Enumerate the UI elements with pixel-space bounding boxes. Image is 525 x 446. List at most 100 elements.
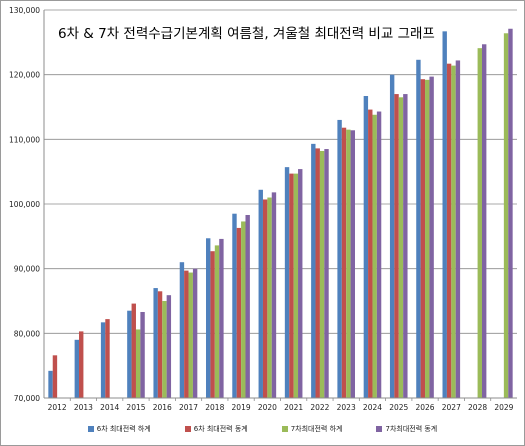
bar-2020-s0	[258, 189, 263, 398]
x-axis: 2012 2013 2014 2015 2016 2017 2018 2019 2020 2021…	[44, 397, 517, 412]
bar-2025-s2	[398, 97, 404, 399]
bar-2012-s0	[48, 370, 53, 398]
y-tick-label: 80,000	[14, 329, 40, 338]
bar-2027-s3	[455, 60, 461, 398]
bar-2020-s1	[262, 199, 268, 398]
bar-2018-s3	[219, 238, 224, 398]
bar-2014-s1	[105, 319, 110, 398]
x-tick-label: 2022	[310, 403, 329, 412]
bar-2015-s1	[131, 303, 136, 398]
bar-2017-s0	[179, 262, 185, 398]
bar-2024-s0	[363, 96, 369, 399]
bar-2018-s0	[206, 238, 211, 398]
x-tick-label: 2029	[494, 403, 513, 412]
x-tick-label: 2017	[179, 403, 198, 412]
bar-2023-s3	[350, 130, 355, 398]
y-tick-label: 130,000	[9, 6, 40, 15]
y-tick-label: 120,000	[9, 71, 40, 80]
x-tick-label: 2019	[232, 403, 251, 412]
bar-2013-s1	[79, 331, 84, 398]
bar-2024-s3	[376, 111, 382, 398]
bar-2016-s0	[153, 288, 158, 398]
x-tick-label: 2021	[284, 403, 303, 412]
x-tick-label: 2027	[442, 403, 461, 412]
bar-2023-s1	[341, 127, 347, 399]
bar-2016-s1	[157, 291, 163, 398]
x-tick-label: 2013	[74, 403, 93, 412]
bar-2026-s3	[429, 76, 434, 399]
bar-2020-s3	[271, 192, 277, 398]
bar-2026-s2	[425, 79, 430, 398]
x-tick-label: 2015	[126, 403, 145, 412]
legend-label: 6차 최대전력 동계	[193, 425, 248, 433]
bar-2022-s2	[319, 150, 325, 398]
bar-2029-s2	[503, 33, 509, 398]
y-axis: 70,000 80,000 90,000 100,000 110,000 120,000 1…	[9, 6, 45, 403]
bar-2025-s3	[403, 94, 408, 399]
x-tick-label: 2023	[337, 403, 356, 412]
bar-2020-s2	[267, 197, 272, 398]
bar-2024-s1	[368, 109, 373, 398]
bar-2027-s1	[446, 63, 452, 398]
bar-2013-s0	[74, 339, 80, 398]
x-tick-label: 2020	[258, 403, 277, 412]
y-tick-label: 70,000	[14, 394, 40, 403]
bar-2016-s3	[166, 295, 172, 398]
legend-swatch	[87, 426, 94, 432]
legend-label: 7차최대전력 하계	[290, 425, 343, 433]
legend-item: 6차 최대전력 동계	[184, 424, 248, 434]
bar-2019-s0	[232, 213, 237, 398]
bar-2012-s1	[52, 355, 58, 398]
bar-2018-s1	[210, 251, 215, 398]
y-tick-label: 90,000	[14, 265, 40, 274]
bar-2023-s2	[346, 129, 351, 398]
bar-2027-s2	[451, 65, 456, 398]
y-tick-label: 100,000	[9, 200, 40, 209]
x-tick-label: 2025	[389, 403, 408, 412]
bar-2019-s1	[236, 227, 242, 398]
bar-2021-s2	[293, 173, 299, 398]
bar-2017-s2	[188, 272, 193, 398]
bar-2021-s1	[289, 173, 294, 398]
bar-2022-s3	[324, 149, 329, 398]
legend-item: 7차최대전력 하계	[281, 424, 343, 434]
bar-2019-s3	[245, 214, 250, 398]
bar-2015-s2	[135, 329, 141, 398]
legend: 6차 최대전력 하계 6차 최대전력 동계 7차최대전력 하계 7차최대전력 동계	[0, 424, 525, 434]
bar-2027-s0	[442, 31, 447, 399]
bar-2028-s3	[481, 44, 487, 398]
x-tick-label: 2012	[48, 403, 67, 412]
bar-2023-s0	[337, 119, 342, 398]
legend-swatch	[184, 426, 191, 432]
bar-2019-s2	[241, 221, 246, 398]
bar-2026-s0	[416, 59, 421, 398]
bar-2025-s0	[389, 74, 395, 399]
y-tick-label: 110,000	[9, 135, 40, 144]
bar-2016-s2	[162, 301, 167, 398]
bar-2017-s3	[192, 268, 198, 398]
bar-2015-s3	[140, 311, 145, 398]
bar-2015-s0	[127, 310, 132, 398]
x-tick-label: 2018	[205, 403, 224, 412]
bar-2028-s2	[477, 48, 482, 399]
legend-item: 6차 최대전력 하계	[87, 424, 151, 434]
chart-title: 6차 & 7차 전력수급기본계획 여름철, 겨울철 최대전력 비교 그래프	[58, 26, 435, 42]
bar-2021-s3	[298, 169, 303, 398]
bars	[48, 28, 513, 399]
x-tick-label: 2014	[100, 403, 119, 412]
legend-swatch	[281, 426, 288, 432]
bar-2026-s1	[420, 79, 426, 399]
legend-label: 6차 최대전력 하계	[96, 425, 151, 433]
bar-2017-s1	[184, 270, 189, 398]
bar-2022-s1	[315, 148, 320, 398]
bar-2022-s0	[311, 143, 316, 398]
bar-2014-s0	[100, 322, 106, 398]
x-tick-label: 2016	[153, 403, 172, 412]
bar-2024-s2	[372, 114, 377, 398]
bar-2029-s3	[508, 28, 513, 399]
bar-2025-s1	[394, 94, 399, 399]
legend-item: 7차최대전력 동계	[376, 424, 437, 434]
legend-swatch	[376, 426, 383, 432]
x-tick-label: 2028	[468, 403, 487, 412]
